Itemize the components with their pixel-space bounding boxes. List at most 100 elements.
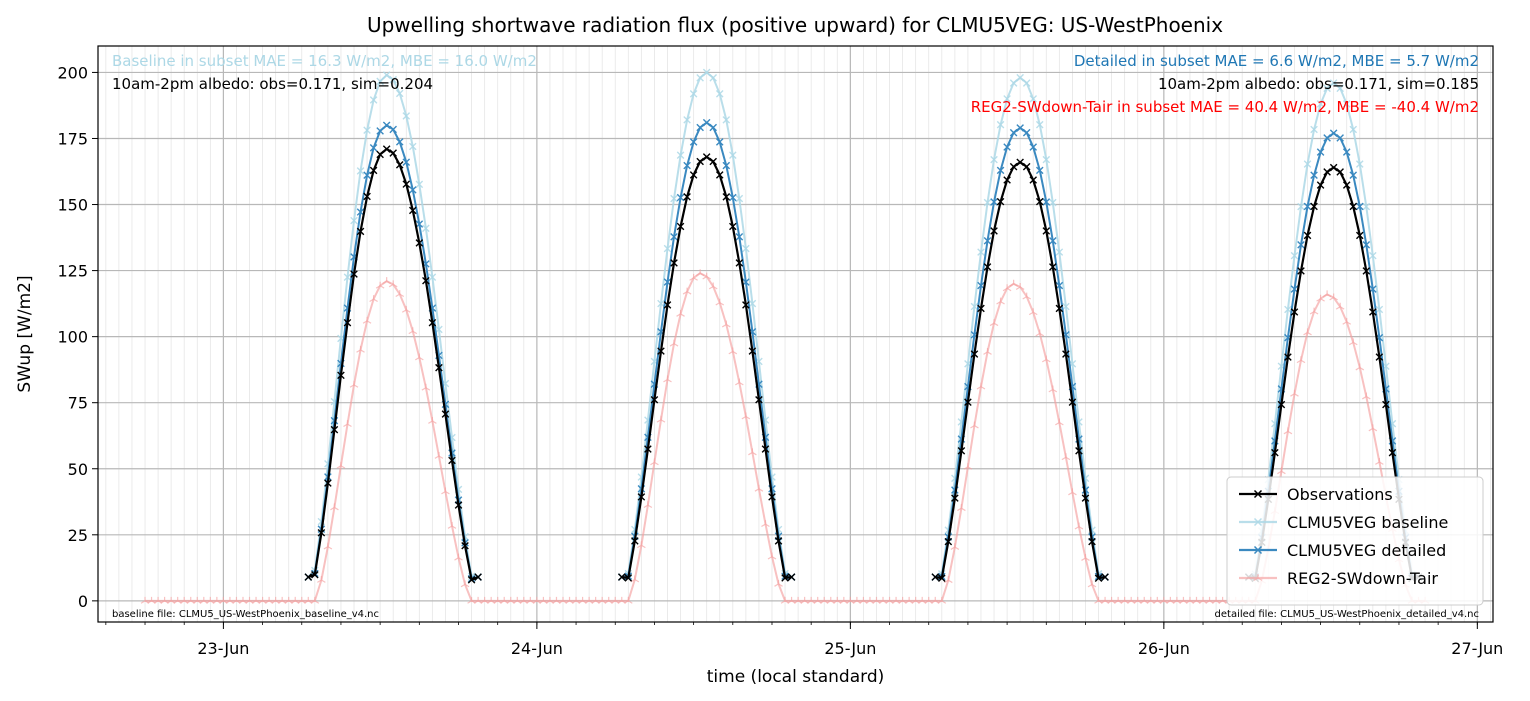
data-point <box>670 232 678 241</box>
data-point <box>1048 385 1058 393</box>
data-point <box>1029 176 1038 184</box>
data-point <box>1035 329 1045 337</box>
data-point <box>663 375 672 383</box>
series-observations <box>304 145 1423 584</box>
detailed-albedo-annotation: 10am-2pm albedo: obs=0.171, sim=0.185 <box>1158 75 1479 93</box>
data-point <box>1015 283 1025 290</box>
data-point <box>689 138 698 146</box>
data-point <box>382 145 391 153</box>
data-point <box>702 272 711 280</box>
data-point <box>657 299 665 308</box>
data-point <box>1055 304 1064 313</box>
data-point <box>1368 424 1378 432</box>
data-point <box>376 77 384 86</box>
data-point <box>369 295 378 303</box>
data-point <box>1329 79 1338 87</box>
data-point <box>1003 143 1011 151</box>
data-point <box>402 180 411 188</box>
x-axis-label: time (local standard) <box>707 667 885 687</box>
data-point <box>650 395 659 404</box>
data-point <box>1362 202 1371 211</box>
data-point <box>408 206 417 215</box>
data-point <box>774 579 783 587</box>
data-point <box>1002 284 1012 292</box>
data-point <box>1342 148 1351 156</box>
legend-entry: REG2-SWdown-Tair <box>1287 569 1438 588</box>
data-point <box>1290 308 1299 316</box>
data-point <box>454 501 463 509</box>
data-point <box>696 123 704 132</box>
data-point <box>1016 158 1024 167</box>
data-point <box>696 157 704 166</box>
data-point <box>389 75 397 84</box>
data-point <box>1316 181 1325 189</box>
data-point <box>977 248 985 256</box>
data-point <box>708 282 718 290</box>
data-point <box>389 125 397 134</box>
data-point <box>415 239 424 247</box>
data-point <box>676 309 685 317</box>
data-point <box>1355 160 1364 168</box>
data-point <box>1375 305 1384 314</box>
data-point <box>402 112 411 120</box>
data-point <box>742 244 750 253</box>
data-point <box>1297 241 1305 249</box>
data-point <box>376 150 384 159</box>
data-point <box>709 157 718 166</box>
data-point <box>735 232 744 241</box>
data-point <box>1042 227 1051 235</box>
data-point <box>1310 202 1318 211</box>
data-point <box>977 304 985 313</box>
data-point <box>1303 328 1312 336</box>
data-point <box>983 237 992 245</box>
data-point <box>669 339 679 347</box>
data-point <box>768 493 776 501</box>
legend-entry: Observations <box>1287 485 1393 504</box>
data-point <box>1355 363 1365 371</box>
data-point <box>415 353 424 361</box>
x-tick-label: 26-Jun <box>1138 639 1190 658</box>
y-tick-label: 75 <box>68 394 88 413</box>
y-tick-label: 200 <box>57 63 88 82</box>
data-point <box>343 273 352 281</box>
data-point <box>970 421 979 429</box>
data-point <box>1277 467 1286 475</box>
data-point <box>715 138 724 146</box>
data-point <box>676 193 685 202</box>
data-point <box>382 277 391 285</box>
data-point <box>1349 125 1358 134</box>
data-point <box>330 503 339 511</box>
data-point <box>970 350 979 358</box>
data-point <box>395 138 404 146</box>
data-point <box>996 297 1005 305</box>
data-point <box>1342 100 1351 108</box>
data-point <box>931 573 940 581</box>
data-point <box>1009 162 1018 171</box>
data-point <box>1296 356 1306 364</box>
data-point <box>389 149 397 157</box>
data-point <box>617 573 626 581</box>
y-tick-label: 25 <box>68 526 88 545</box>
data-point <box>637 541 646 549</box>
data-point <box>1323 168 1331 176</box>
data-point <box>735 194 744 203</box>
data-point <box>1009 279 1018 287</box>
data-point <box>311 570 319 579</box>
data-point <box>729 222 737 231</box>
data-point <box>715 171 724 179</box>
y-tick-label: 150 <box>57 196 88 215</box>
data-point <box>1035 166 1044 175</box>
data-point <box>336 461 346 469</box>
data-point <box>1349 171 1358 179</box>
data-point <box>1016 124 1024 132</box>
data-point <box>1068 398 1077 406</box>
data-point <box>683 193 691 201</box>
data-point <box>1342 317 1352 325</box>
data-point <box>663 244 672 253</box>
legend-marker <box>1253 489 1263 499</box>
data-point <box>1061 453 1071 461</box>
data-point <box>950 543 960 550</box>
data-point <box>1375 458 1384 465</box>
data-point <box>754 484 764 492</box>
data-point <box>722 161 731 170</box>
